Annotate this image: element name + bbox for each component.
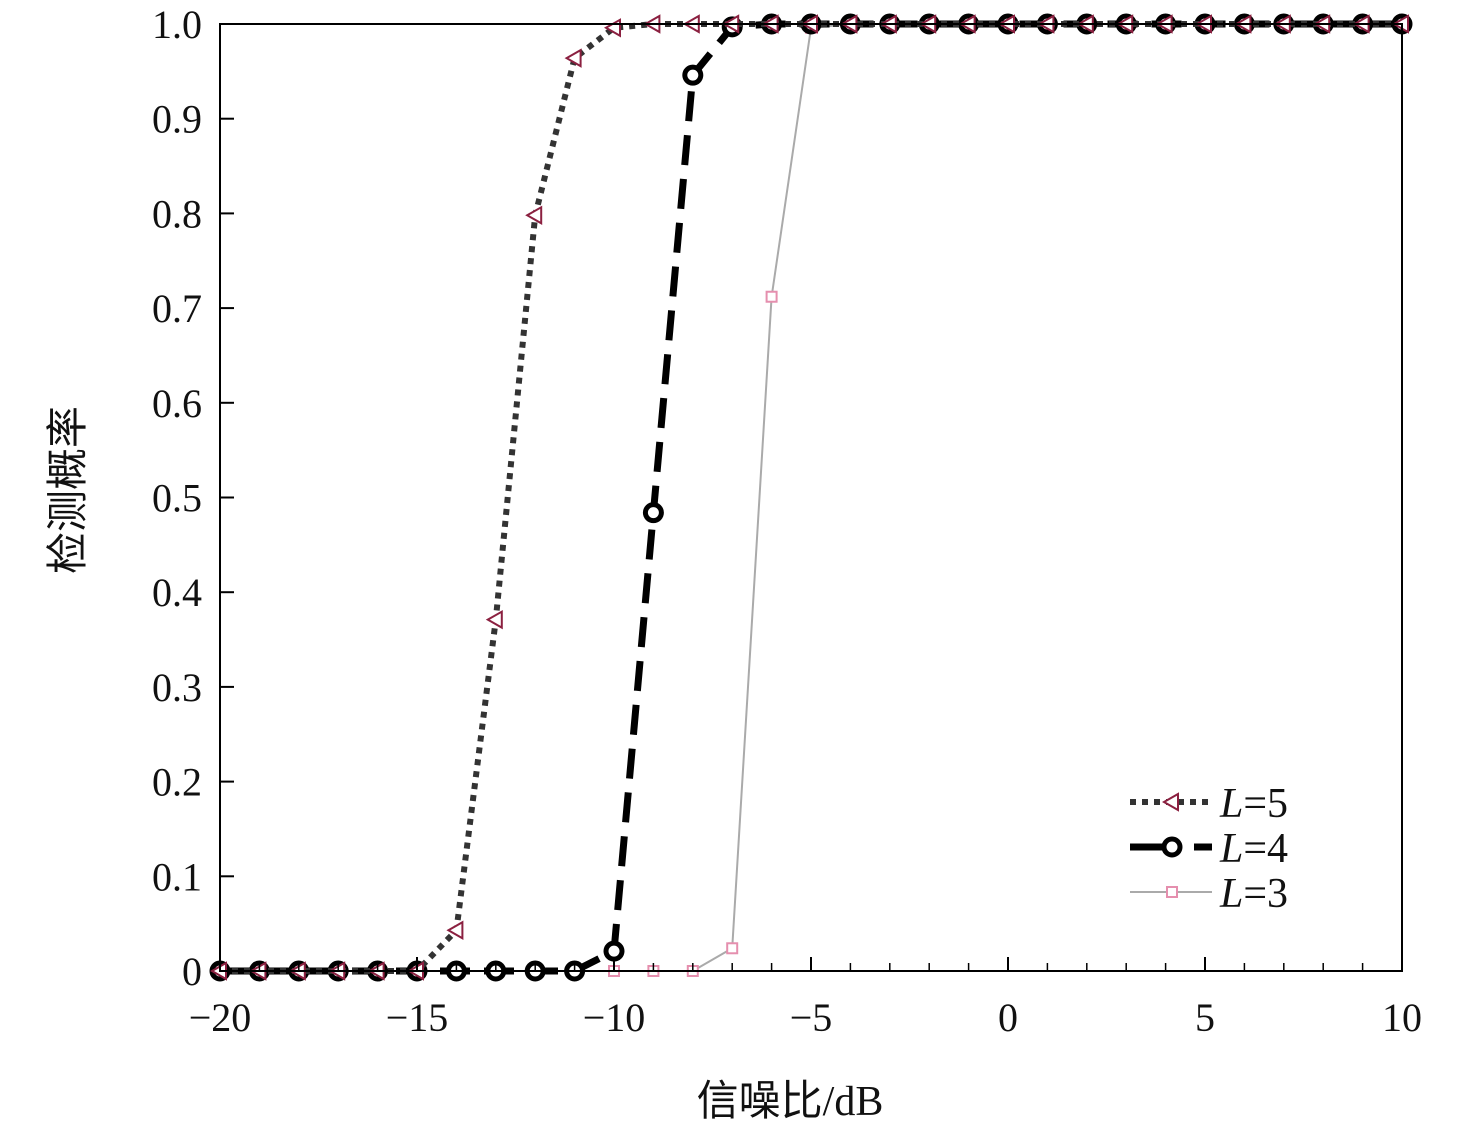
x-tick-label: −15 <box>386 995 449 1040</box>
data-point <box>682 64 704 86</box>
legend-entry: L=4 <box>1130 826 1288 872</box>
data-point <box>726 942 739 955</box>
y-tick-label: 0.5 <box>152 476 202 521</box>
data-point <box>603 940 625 962</box>
legend-marker <box>1161 792 1179 812</box>
x-tick-label: −10 <box>583 995 646 1040</box>
legend-label: L=5 <box>1219 781 1288 827</box>
data-point <box>485 609 503 630</box>
legend-marker <box>1161 836 1183 858</box>
x-tick-label: 5 <box>1195 995 1215 1040</box>
legend: L=5L=4L=3 <box>1130 781 1288 917</box>
y-tick-label: 0.9 <box>152 97 202 142</box>
data-point <box>446 920 464 941</box>
y-tick-label: 0.6 <box>152 381 202 426</box>
x-tick-label: −5 <box>790 995 833 1040</box>
x-axis-label: 信噪比/dB <box>697 1079 884 1125</box>
x-tick-label: 10 <box>1382 995 1422 1040</box>
legend-marker <box>1166 886 1178 898</box>
y-tick-label: 0.2 <box>152 760 202 805</box>
y-tick-label: 0.3 <box>152 665 202 710</box>
x-tick-label: 0 <box>998 995 1018 1040</box>
y-tick-label: 0.4 <box>152 570 202 615</box>
y-tick-label: 0 <box>182 949 202 994</box>
legend-label: L=3 <box>1219 871 1288 917</box>
x-tick-label: −20 <box>189 995 252 1040</box>
y-tick-label: 0.1 <box>152 854 202 899</box>
data-point <box>642 502 664 524</box>
y-axis-label: 检测概率 <box>45 406 92 574</box>
legend-entry: L=5 <box>1130 781 1288 827</box>
data-point <box>525 205 543 226</box>
y-tick-label: 1.0 <box>152 2 202 47</box>
y-tick-label: 0.8 <box>152 191 202 236</box>
data-point <box>765 290 778 303</box>
legend-label: L=4 <box>1219 826 1288 872</box>
axes-layer: −20 −15 −10 −5 0 5 10 0 0.1 0.2 0.3 0.4 0.5 0.6 0.7 0.8… <box>152 2 1422 1040</box>
y-tick-label: 0.7 <box>152 286 202 331</box>
legend-entry: L=3 <box>1130 871 1288 917</box>
data-point <box>564 48 582 68</box>
